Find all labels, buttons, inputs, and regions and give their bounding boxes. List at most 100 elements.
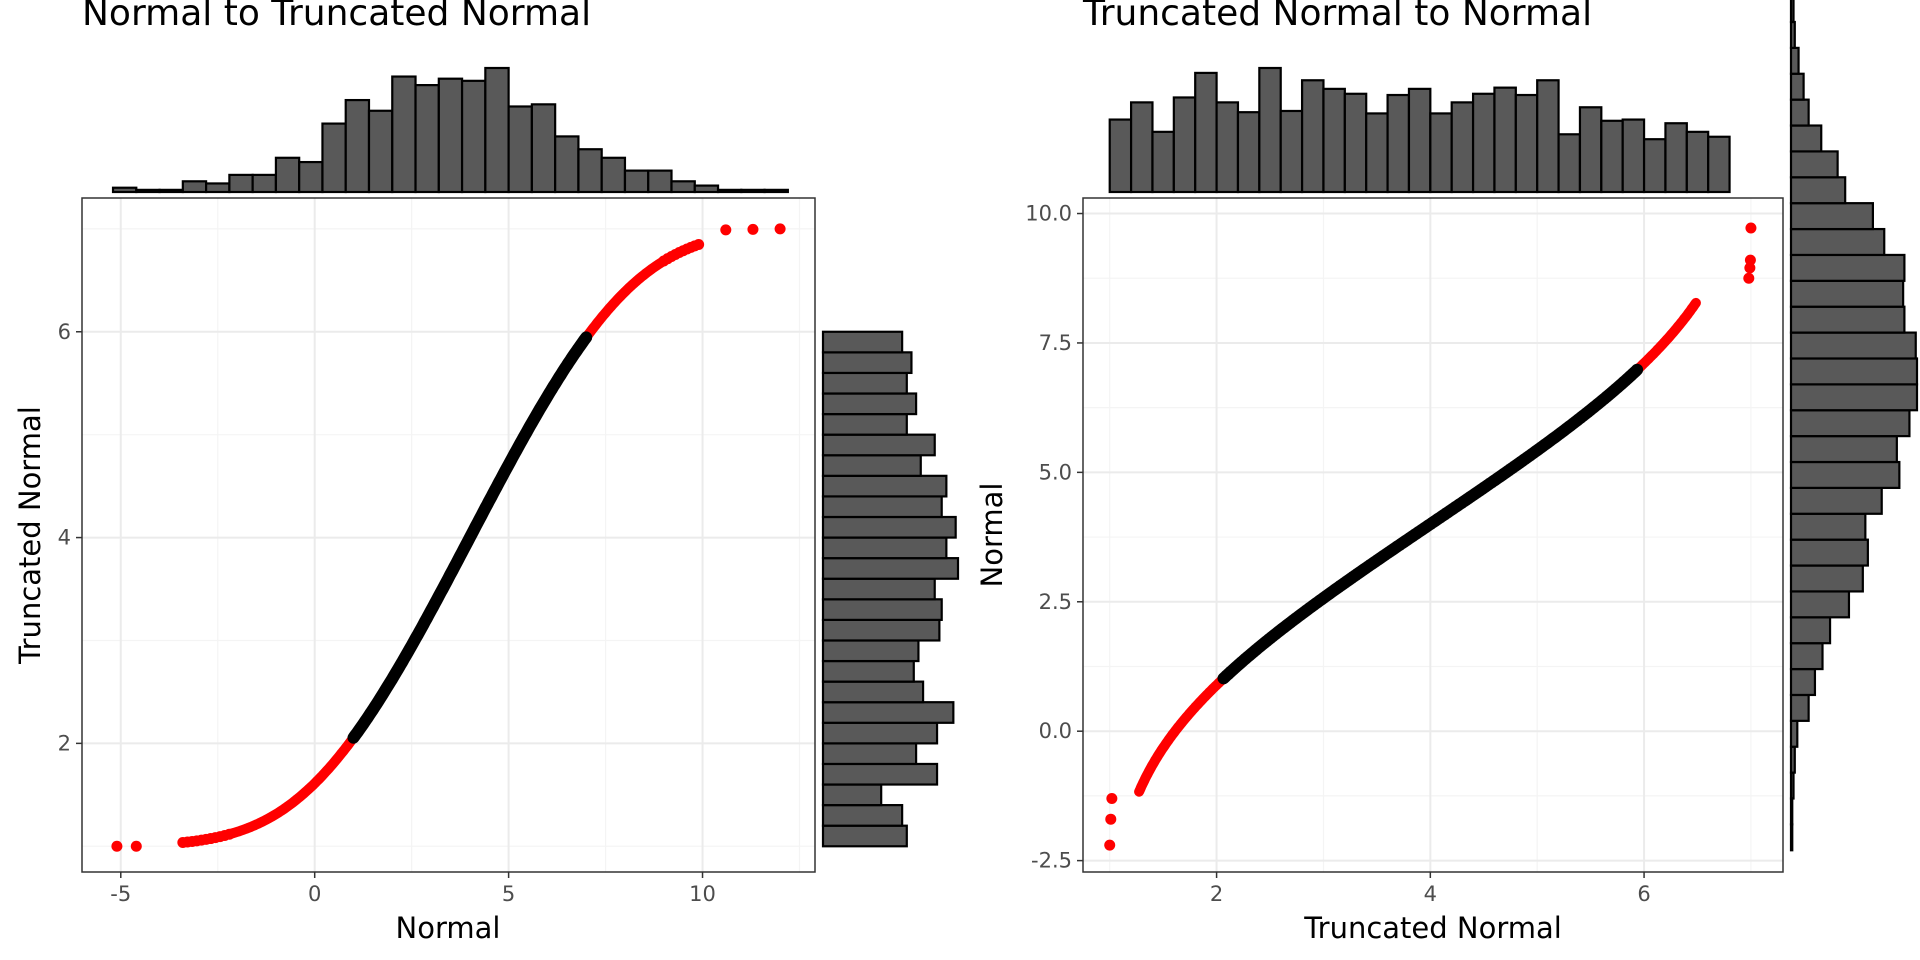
top-histogram-bar [321, 122, 347, 194]
right-histogram-bar [821, 680, 925, 704]
top-histogram-bar [1300, 79, 1325, 194]
x-tick-label: 2 [1210, 882, 1223, 906]
right-histogram-bar [821, 392, 918, 416]
top-histogram-bar [135, 188, 161, 194]
right-histogram-bar [821, 536, 948, 560]
outlier-point [111, 840, 123, 852]
y-tick-label: 5.0 [1039, 460, 1072, 484]
x-axis-title: Truncated Normal [1303, 911, 1562, 945]
right-histogram-bar [1789, 46, 1800, 75]
top-histogram-bar [414, 84, 440, 194]
right-histogram-bar [1789, 227, 1886, 257]
chart-panel-truncated-to-normal: Truncated Normal to Normal 2 4 6 -2.5 0.0 2.5 5… [975, 0, 1919, 945]
top-histogram-bar [1279, 109, 1304, 194]
right-marginal-histogram [1789, 0, 1919, 852]
right-histogram-bar [1789, 150, 1839, 179]
outlier-point [1743, 272, 1755, 284]
right-histogram-bar [1789, 564, 1864, 593]
top-histogram-bar [1600, 119, 1624, 194]
top-histogram-bar [577, 148, 603, 194]
top-histogram-bar [1343, 92, 1368, 194]
outlier-point [693, 239, 705, 251]
top-histogram-bar [391, 75, 417, 194]
top-histogram-bar [1108, 118, 1133, 194]
right-histogram-bar [821, 618, 941, 642]
outlier-point [130, 840, 142, 852]
top-histogram-bar [1493, 86, 1517, 194]
right-histogram-bar [821, 598, 943, 621]
right-histogram-bar [1789, 486, 1883, 515]
right-histogram-bar [1789, 0, 1795, 24]
right-histogram-bar [1789, 98, 1810, 127]
right-histogram-bar [1789, 590, 1851, 619]
top-histogram-bar [1365, 112, 1389, 194]
x-tick-label: 10 [689, 882, 716, 906]
top-histogram-bar [460, 79, 487, 194]
x-tick-label: 5 [502, 882, 515, 906]
top-histogram-bar [1215, 101, 1240, 194]
top-histogram-bar [228, 173, 254, 194]
right-histogram-bar [1789, 435, 1898, 464]
top-histogram-bar [1172, 96, 1197, 194]
top-histogram-bar [1258, 66, 1282, 194]
top-histogram-bar [1664, 122, 1688, 194]
right-histogram-bar [1789, 693, 1810, 722]
y-tick-label: -2.5 [1031, 849, 1072, 873]
right-histogram-bar [821, 495, 943, 519]
top-histogram-bar [205, 182, 231, 194]
right-histogram-bar [1789, 305, 1906, 334]
top-histogram-bar [298, 160, 324, 194]
right-histogram-bar [821, 804, 904, 827]
top-histogram-bar [1236, 111, 1261, 194]
right-histogram-bar [821, 577, 936, 601]
top-marginal-histogram [111, 66, 789, 194]
right-histogram-bar [1789, 512, 1867, 541]
top-histogram-bar [1707, 135, 1731, 194]
top-histogram-bar [181, 180, 208, 194]
right-histogram-bar [1789, 616, 1832, 645]
top-histogram-bar [367, 109, 394, 194]
right-histogram-bar [1789, 72, 1805, 101]
top-histogram-bar [1386, 93, 1411, 194]
right-histogram-bar [1789, 719, 1799, 748]
top-histogram-bar [507, 105, 533, 194]
right-histogram-bar [1789, 667, 1817, 697]
top-histogram-bar [600, 156, 627, 194]
top-histogram-bar [251, 173, 278, 194]
top-histogram-bar [530, 103, 557, 194]
right-histogram-bar [1789, 176, 1847, 205]
right-histogram-bar [821, 412, 908, 436]
top-histogram-bar [740, 188, 766, 194]
top-histogram-bar [1471, 92, 1496, 194]
y-tick-label: 10.0 [1025, 202, 1072, 226]
right-histogram-bar [821, 433, 936, 457]
top-histogram-bar [437, 77, 464, 194]
top-histogram-bar [1685, 130, 1710, 194]
plot-background [82, 198, 815, 872]
right-histogram-bar [821, 701, 955, 724]
top-marginal-histogram [1108, 66, 1731, 194]
right-histogram-bar [1789, 823, 1794, 852]
top-histogram-bar [1642, 138, 1667, 194]
right-histogram-bar [821, 454, 922, 477]
right-histogram-bar [821, 639, 920, 663]
top-histogram-bar [763, 188, 789, 194]
plot-border [81, 197, 816, 873]
top-histogram-bar [554, 135, 580, 194]
right-histogram-bar [1789, 642, 1824, 671]
right-histogram-bar [1789, 124, 1823, 153]
top-histogram-bar [623, 169, 650, 194]
right-histogram-bar [1789, 20, 1796, 49]
top-histogram-bar [111, 186, 138, 194]
right-histogram-bar [1789, 331, 1917, 360]
y-tick-label: 2 [58, 731, 71, 755]
top-histogram-bar [693, 184, 720, 194]
right-histogram-bar [821, 721, 939, 745]
x-tick-label: 4 [1424, 882, 1437, 906]
x-tick-label: 0 [308, 882, 321, 906]
top-histogram-bar [274, 156, 301, 194]
right-histogram-bar [821, 557, 960, 580]
right-histogram-bar [821, 659, 915, 683]
outside-range-curve-low [1134, 674, 1228, 797]
right-histogram-bar [821, 351, 913, 375]
